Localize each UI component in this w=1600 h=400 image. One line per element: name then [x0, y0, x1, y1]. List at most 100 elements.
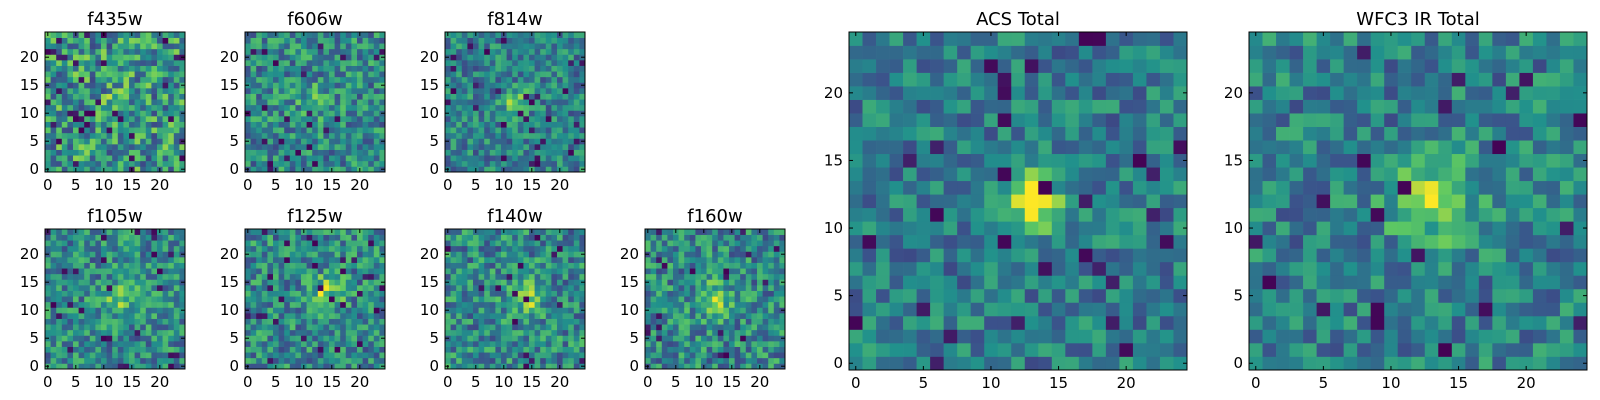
- heatmap-cell: [95, 341, 102, 347]
- heatmap-cell: [340, 290, 347, 297]
- heatmap-cell: [1132, 221, 1147, 236]
- heatmap-cell: [1011, 207, 1026, 222]
- panel-title: f814w: [487, 9, 542, 30]
- heatmap-cell: [162, 279, 169, 286]
- heatmap-cell: [557, 329, 563, 336]
- heatmap-cell: [1011, 234, 1026, 249]
- heatmap-cell: [729, 307, 735, 314]
- heatmap-cell: [134, 127, 141, 134]
- heatmap-cell: [89, 127, 96, 134]
- heatmap-cell: [373, 335, 380, 342]
- heatmap-cell: [478, 329, 485, 336]
- heatmap-cell: [656, 335, 663, 342]
- heatmap-cell: [540, 240, 547, 247]
- heatmap-cell: [95, 43, 102, 50]
- heatmap-cell: [351, 296, 358, 303]
- heatmap-cell: [768, 363, 775, 370]
- heatmap-cell: [916, 207, 931, 222]
- heatmap-cell: [734, 318, 741, 325]
- heatmap-cell: [250, 341, 257, 347]
- heatmap-cell: [168, 32, 175, 38]
- heatmap-cell: [284, 54, 291, 61]
- heatmap-cell: [450, 32, 457, 38]
- heatmap-cell: [351, 290, 358, 297]
- heatmap-cell: [1011, 248, 1026, 263]
- heatmap-cell: [61, 166, 68, 173]
- heatmap-cell: [368, 346, 375, 353]
- heatmap-cell: [101, 279, 107, 286]
- heatmap-cell: [579, 318, 586, 325]
- heatmap-cell: [579, 160, 586, 167]
- heatmap-cell: [368, 251, 375, 258]
- heatmap-cell: [267, 93, 274, 100]
- heatmap-cell: [545, 71, 552, 78]
- heatmap-cell: [729, 296, 735, 303]
- heatmap-cell: [534, 82, 541, 89]
- heatmap-cell: [289, 240, 296, 247]
- heatmap-cell: [278, 257, 285, 263]
- heatmap-cell: [323, 313, 330, 319]
- heatmap-cell: [501, 240, 507, 247]
- heatmap-cell: [773, 329, 780, 336]
- heatmap-cell: [757, 329, 763, 336]
- heatmap-cell: [876, 261, 890, 276]
- heatmap-cell: [495, 88, 502, 94]
- heatmap-cell: [140, 116, 147, 122]
- heatmap-cell: [173, 301, 180, 308]
- heatmap-cell: [267, 341, 274, 347]
- heatmap-cell: [261, 65, 268, 72]
- heatmap-cell: [762, 251, 769, 258]
- heatmap-cell: [489, 346, 496, 353]
- heatmap-cell: [278, 82, 285, 89]
- heatmap-cell: [162, 324, 169, 331]
- heatmap-cell: [517, 240, 524, 247]
- heatmap-cell: [306, 32, 313, 38]
- heatmap-cell: [540, 88, 547, 94]
- heatmap-cell: [740, 257, 747, 263]
- heatmap-cell: [717, 229, 724, 235]
- heatmap-cell: [250, 240, 257, 247]
- heatmap-cell: [545, 301, 552, 308]
- heatmap-cell: [495, 285, 502, 291]
- heatmap-cell: [89, 166, 96, 173]
- heatmap-cell: [140, 273, 147, 280]
- heatmap-cell: [134, 296, 141, 303]
- heatmap-cell: [179, 301, 186, 308]
- heatmap-cell: [529, 329, 535, 336]
- y-tick-label: 15: [20, 76, 39, 94]
- heatmap-cell: [117, 76, 124, 83]
- heatmap-cell: [295, 329, 302, 336]
- heatmap-cell: [551, 301, 558, 308]
- heatmap-cell: [523, 121, 530, 128]
- heatmap-cell: [1065, 356, 1080, 371]
- heatmap-cell: [312, 76, 319, 83]
- heatmap-cell: [61, 352, 68, 359]
- heatmap-cell: [95, 110, 102, 117]
- heatmap-cell: [56, 268, 63, 275]
- heatmap-cell: [168, 229, 175, 235]
- heatmap-cell: [1011, 261, 1026, 276]
- heatmap-cell: [689, 273, 696, 280]
- heatmap-cell: [329, 48, 335, 55]
- heatmap-cell: [245, 346, 251, 353]
- heatmap-cell: [456, 357, 463, 364]
- heatmap-cell: [768, 240, 775, 247]
- heatmap-cell: [529, 71, 535, 78]
- heatmap-cell: [306, 257, 313, 263]
- heatmap-cell: [484, 257, 491, 263]
- heatmap-cell: [512, 279, 519, 286]
- heatmap-cell: [250, 346, 257, 353]
- heatmap-cell: [56, 257, 63, 263]
- heatmap-cell: [495, 160, 502, 167]
- heatmap-cell: [573, 32, 580, 38]
- heatmap-cell: [484, 82, 491, 89]
- heatmap-cell: [1146, 194, 1161, 209]
- heatmap-cell: [689, 251, 696, 258]
- heatmap-cell: [95, 313, 102, 319]
- heatmap-cell: [273, 121, 279, 128]
- heatmap-cell: [562, 93, 569, 100]
- heatmap-cell: [278, 301, 285, 308]
- heatmap-cell: [478, 245, 485, 252]
- heatmap-cell: [517, 88, 524, 94]
- heatmap-cell: [289, 296, 296, 303]
